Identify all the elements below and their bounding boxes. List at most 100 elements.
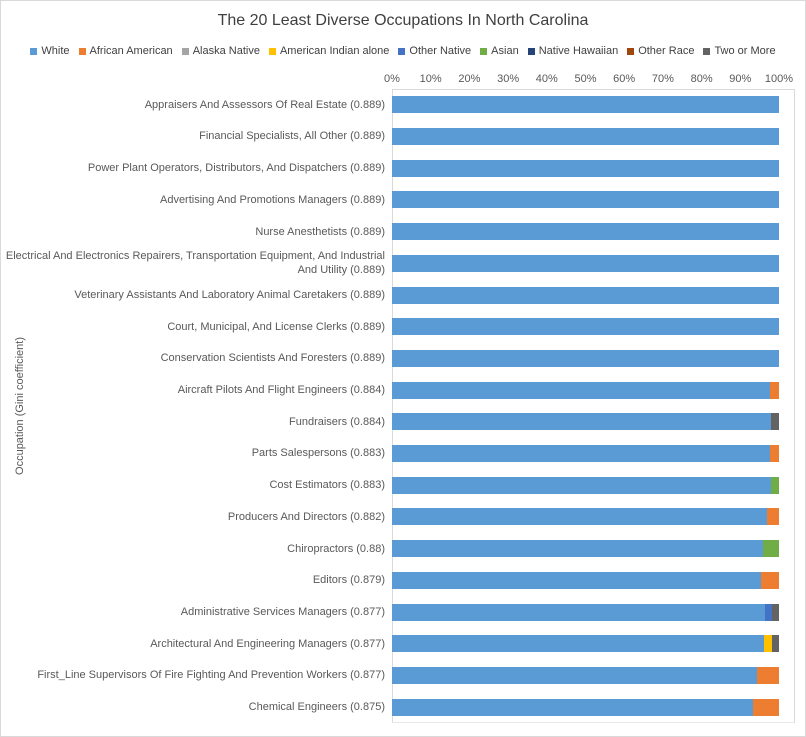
bar-segment-white: [392, 413, 772, 431]
bar-row: First_Line Supervisors Of Fire Fighting …: [1, 660, 779, 692]
x-axis-tick-label: 10%: [419, 73, 442, 85]
legend-label: Other Native: [409, 45, 472, 57]
bar-row: Architectural And Engineering Managers (…: [1, 628, 779, 660]
bar-track: [392, 286, 779, 304]
bar-category-label: Conservation Scientists And Foresters (0…: [160, 352, 385, 365]
legend-item: Other Native: [398, 45, 471, 57]
bar-segment-african-american: [753, 698, 779, 716]
bar-row: Advertising And Promotions Managers (0.8…: [1, 184, 779, 216]
x-axis-tick-label: 20%: [458, 73, 481, 85]
bar-track: [392, 223, 779, 241]
x-axis: 0% 10% 20% 30% 40% 50% 60% 70% 80% 90% 100%: [384, 73, 793, 86]
legend-swatch-icon: [527, 47, 535, 55]
bar-row: Veterinary Assistants And Laboratory Ani…: [1, 279, 779, 311]
bar-category-label: First_Line Supervisors Of Fire Fighting …: [37, 669, 385, 682]
bar-segment-white: [392, 603, 766, 621]
bar-track: [392, 254, 779, 272]
bar-row: Nurse Anesthetists (0.889): [1, 216, 779, 248]
bar-category-label: Financial Specialists, All Other (0.889): [199, 130, 385, 143]
bar-row: Fundraisers (0.884): [1, 406, 779, 438]
bar-rows: Appraisers And Assessors Of Real Estate …: [1, 89, 779, 723]
bar-row: Financial Specialists, All Other (0.889): [1, 121, 779, 153]
legend-swatch-icon: [181, 47, 189, 55]
bar-segment-white: [392, 223, 779, 241]
bar-category-label: Aircraft Pilots And Flight Engineers (0.…: [177, 384, 385, 397]
bar-track: [392, 698, 779, 716]
bar-segment-other-native: [765, 603, 773, 621]
legend-label: White: [41, 45, 70, 57]
bar-segment-white: [392, 254, 779, 272]
bar-row: Producers And Directors (0.882): [1, 501, 779, 533]
x-axis-tick-label: 100%: [764, 73, 794, 85]
legend-item: Asian: [480, 45, 519, 57]
bar-category-label: Appraisers And Assessors Of Real Estate …: [144, 98, 385, 111]
bar-category-label: Chiropractors (0.88): [287, 542, 385, 555]
bar-category-label: Chemical Engineers (0.875): [248, 701, 385, 714]
bar-category-label: Architectural And Engineering Managers (…: [150, 637, 385, 650]
legend-item: Native Hawaiian: [527, 45, 618, 57]
bar-category-label: Parts Salespersons (0.883): [251, 447, 385, 460]
bar-category-label: Producers And Directors (0.882): [227, 510, 385, 523]
legend-label: African American: [89, 45, 173, 57]
bar-segment-white: [392, 159, 779, 177]
bar-segment-two-or-more: [772, 635, 779, 653]
legend-label: American Indian alone: [279, 45, 390, 57]
x-axis-tick-label: 60%: [613, 73, 636, 85]
bar-track: [392, 128, 779, 146]
bar-row: Parts Salespersons (0.883): [1, 438, 779, 470]
bar-segment-american-indian-alone: [764, 635, 773, 653]
legend-item: African American: [78, 45, 173, 57]
bar-track: [392, 540, 779, 558]
bar-segment-white: [392, 96, 779, 114]
bar-row: Power Plant Operators, Distributors, And…: [1, 152, 779, 184]
bar-category-label: Editors (0.879): [312, 574, 385, 587]
bar-segment-african-american: [767, 508, 779, 526]
chart-title: The 20 Least Diverse Occupations In Nort…: [217, 12, 589, 29]
bar-track: [392, 159, 779, 177]
x-axis-tick-label: 0%: [384, 73, 400, 85]
bar-row: Aircraft Pilots And Flight Engineers (0.…: [1, 374, 779, 406]
x-axis-tick-label: 50%: [574, 73, 597, 85]
bar-segment-white: [392, 349, 779, 367]
legend-item: Alaska Native: [181, 45, 260, 57]
bar-track: [392, 445, 779, 463]
bar-segment-white: [392, 286, 779, 304]
legend-swatch-icon: [627, 47, 635, 55]
legend-label: Other Race: [638, 45, 695, 57]
bar-segment-two-or-more: [772, 603, 779, 621]
bar-category-label: Advertising And Promotions Managers (0.8…: [159, 193, 385, 206]
bar-track: [392, 318, 779, 336]
bar-segment-white: [392, 508, 767, 526]
bar-segment-asian: [763, 540, 779, 558]
bar-segment-african-american: [770, 381, 779, 399]
x-axis-tick-label: 90%: [729, 73, 752, 85]
bar-row: Administrative Services Managers (0.877): [1, 596, 779, 628]
x-axis-tick-label: 30%: [497, 73, 520, 85]
bar-track: [392, 349, 779, 367]
bar-segment-african-american: [769, 445, 779, 463]
bar-row: Cost Estimators (0.883): [1, 469, 779, 501]
bar-track: [392, 667, 779, 684]
bar-track: [392, 635, 779, 653]
legend-swatch-icon: [30, 47, 38, 55]
bar-row: Editors (0.879): [1, 565, 779, 597]
x-axis-tick-label: 40%: [535, 73, 558, 85]
bar-row: Chiropractors (0.88): [1, 533, 779, 565]
bar-track: [392, 96, 779, 114]
legend-swatch-icon: [703, 47, 711, 55]
bar-track: [392, 603, 779, 621]
legend-swatch-icon: [78, 47, 86, 55]
legend-item: Other Race: [627, 45, 694, 57]
bar-segment-white: [392, 667, 758, 684]
bar-track: [392, 571, 779, 589]
legend: White African American Alaska Native Americ…: [1, 45, 805, 57]
bar-segment-white: [392, 635, 765, 653]
bar-category-label: Veterinary Assistants And Laboratory Ani…: [74, 288, 385, 301]
bar-segment-white: [392, 571, 761, 589]
x-axis-tick-label: 70%: [651, 73, 674, 85]
bar-segment-asian: [771, 476, 779, 494]
bar-category-label: Nurse Anesthetists (0.889): [255, 225, 385, 238]
bar-track: [392, 381, 779, 399]
bar-segment-white: [392, 191, 779, 209]
